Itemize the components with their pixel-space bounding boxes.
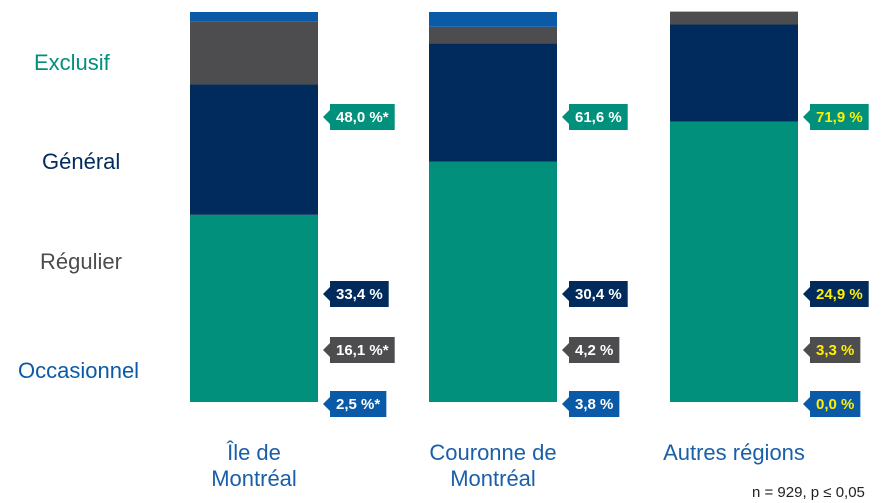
- value-label: 16,1 %*: [336, 342, 389, 359]
- value-label: 61,6 %: [575, 109, 622, 126]
- value-label-pointer: [803, 397, 810, 411]
- value-label-box: [569, 391, 620, 417]
- value-label-pointer: [323, 287, 330, 301]
- bar-segment: [429, 43, 557, 162]
- value-label-box: [569, 337, 620, 363]
- bar-segment: [190, 21, 318, 85]
- value-label-box: [330, 281, 389, 307]
- legend-label: Régulier: [40, 249, 122, 274]
- value-label-pointer: [323, 110, 330, 124]
- value-label-box: [810, 337, 861, 363]
- bar-segment: [429, 26, 557, 44]
- legend-label: Occasionnel: [18, 358, 139, 383]
- x-tick-label: Autres régions: [663, 440, 805, 465]
- legend-label: Exclusif: [34, 50, 111, 75]
- value-label-box: [569, 281, 628, 307]
- value-label-box: [330, 391, 387, 417]
- value-label-box: [569, 104, 628, 130]
- value-label: 48,0 %*: [336, 109, 389, 126]
- value-label-box: [330, 337, 395, 363]
- value-label-box: [810, 104, 869, 130]
- bar-segment: [190, 84, 318, 215]
- bar-segment: [429, 12, 557, 27]
- value-label: 3,3 %: [816, 342, 854, 359]
- value-label-box: [810, 281, 869, 307]
- value-label-pointer: [803, 110, 810, 124]
- value-label-pointer: [323, 343, 330, 357]
- value-label: 3,8 %: [575, 396, 613, 413]
- value-label-pointer: [803, 343, 810, 357]
- value-label: 0,0 %: [816, 396, 854, 413]
- value-label: 33,4 %: [336, 286, 383, 303]
- value-label: 24,9 %: [816, 286, 863, 303]
- bar-segment: [670, 121, 798, 402]
- value-label: 71,9 %: [816, 109, 863, 126]
- x-tick-label: Couronne de Montréal: [429, 440, 557, 491]
- note: n = 929, p ≤ 0,05: [752, 484, 865, 501]
- value-label-pointer: [323, 397, 330, 411]
- bar-segment: [670, 11, 798, 25]
- value-label-pointer: [562, 287, 569, 301]
- value-label: 4,2 %: [575, 342, 613, 359]
- bar-segment: [429, 161, 557, 402]
- value-label: 2,5 %*: [336, 396, 380, 413]
- value-label-box: [810, 391, 861, 417]
- bar-segment: [190, 12, 318, 22]
- value-label-pointer: [562, 110, 569, 124]
- bar-segment: [190, 214, 318, 402]
- value-label-pointer: [803, 287, 810, 301]
- value-label-pointer: [562, 397, 569, 411]
- value-label-pointer: [562, 343, 569, 357]
- value-label: 30,4 %: [575, 286, 622, 303]
- legend-label: Général: [42, 149, 120, 174]
- bar-segment: [670, 24, 798, 122]
- x-tick-label: Île de Montréal: [211, 440, 297, 491]
- value-label-box: [330, 104, 395, 130]
